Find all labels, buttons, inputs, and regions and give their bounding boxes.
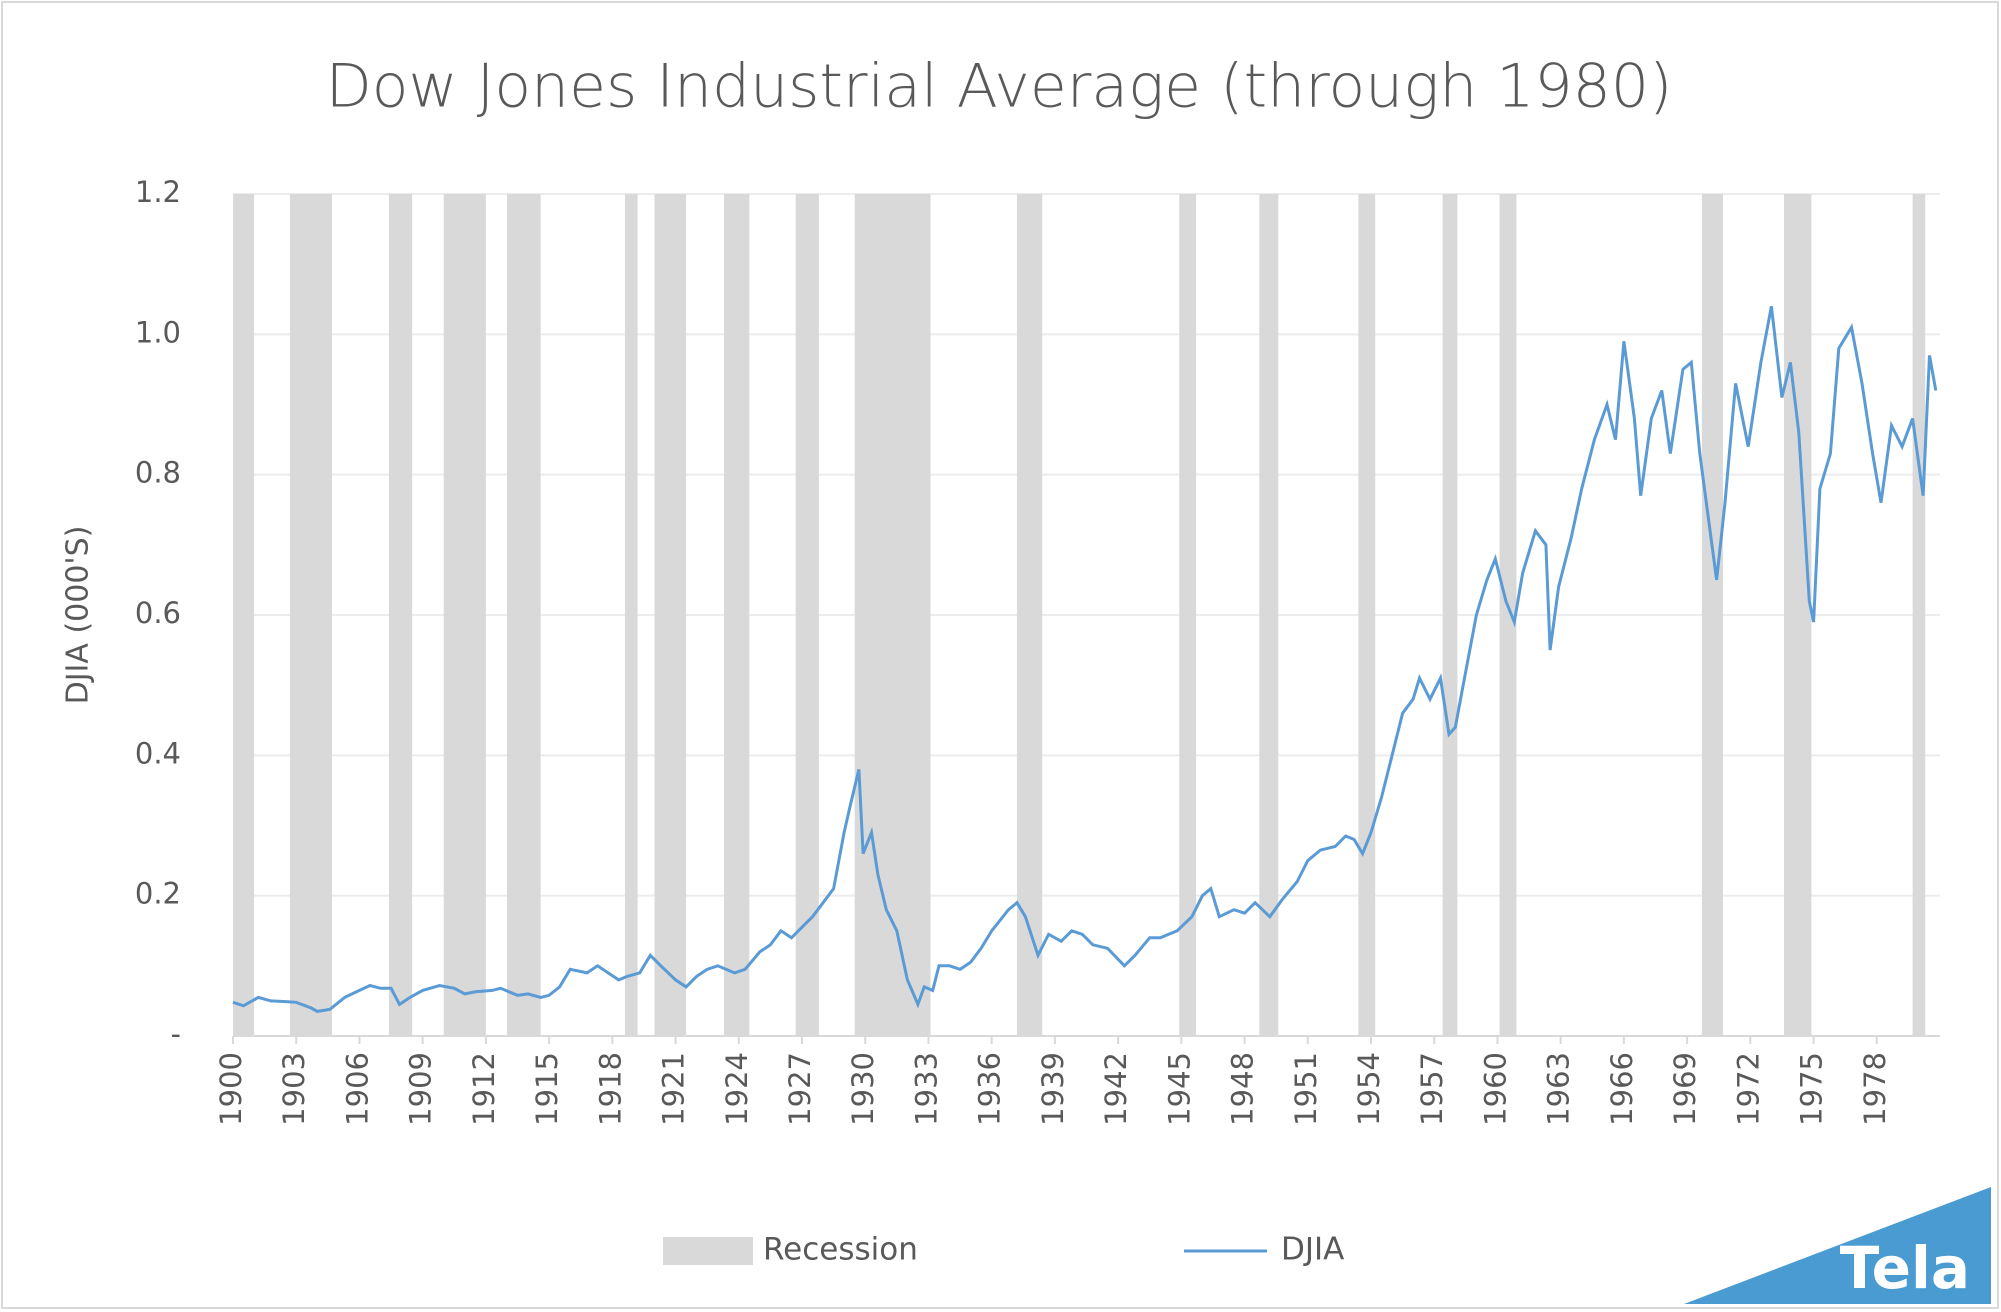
x-tick-label: 1951 — [1289, 1052, 1323, 1126]
x-tick-label: 1921 — [657, 1052, 691, 1126]
recession-band — [1179, 194, 1197, 1036]
recession-band — [624, 194, 638, 1036]
chart-title: Dow Jones Industrial Average (through 19… — [326, 52, 1673, 122]
x-tick-label: 1963 — [1542, 1052, 1576, 1126]
recession-band — [795, 194, 819, 1036]
recession-band — [233, 194, 255, 1036]
x-tick-label: 1945 — [1162, 1052, 1196, 1126]
y-tick-label: - — [171, 1017, 181, 1051]
recession-band — [1499, 194, 1517, 1036]
x-tick-label: 1966 — [1605, 1052, 1639, 1126]
x-tick-label: 1918 — [593, 1052, 627, 1126]
x-tick-label: 1903 — [277, 1052, 311, 1126]
x-tick-label: 1954 — [1352, 1052, 1386, 1126]
recession-band — [1016, 194, 1043, 1036]
recession-band — [1259, 194, 1279, 1036]
x-tick-label: 1978 — [1858, 1052, 1892, 1126]
x-tick-label: 1960 — [1478, 1052, 1512, 1126]
y-tick-label: 0.2 — [135, 877, 181, 911]
x-tick-label: 1975 — [1795, 1052, 1829, 1126]
logo-triangle — [1684, 1187, 1991, 1304]
x-tick-label: 1924 — [720, 1052, 754, 1126]
recession-band — [1784, 194, 1812, 1036]
recession-band — [289, 194, 333, 1036]
x-tick-label: 1912 — [467, 1052, 501, 1126]
y-tick-label: 1.0 — [135, 315, 181, 349]
recession-band — [1442, 194, 1458, 1036]
recession-band — [443, 194, 486, 1036]
legend-label: Recession — [763, 1232, 918, 1268]
djia-line — [232, 306, 1938, 1013]
recession-band — [1358, 194, 1376, 1036]
x-tick-label: 1957 — [1415, 1052, 1449, 1126]
x-tick-label: 1927 — [783, 1052, 817, 1126]
x-tick-label: 1933 — [909, 1052, 943, 1126]
x-tick-label: 1969 — [1668, 1052, 1702, 1126]
x-tick-label: 1942 — [1099, 1052, 1133, 1126]
y-axis-title: DJIA (000'S) — [61, 526, 96, 705]
recession-band — [388, 194, 413, 1036]
y-tick-label: 0.6 — [135, 596, 181, 630]
y-tick-label: 0.8 — [135, 456, 181, 490]
recession-band — [654, 194, 687, 1036]
recession-band — [724, 194, 750, 1036]
x-tick-label: 1900 — [214, 1052, 248, 1126]
recession-band — [506, 194, 541, 1036]
x-tick-label: 1972 — [1731, 1052, 1765, 1126]
x-tick-label: 1948 — [1226, 1052, 1260, 1126]
legend-swatch — [663, 1237, 753, 1265]
x-tick-label: 1906 — [340, 1052, 374, 1126]
recession-band — [1912, 194, 1926, 1036]
recession-band — [854, 194, 931, 1036]
x-tick-label: 1936 — [973, 1052, 1007, 1126]
y-tick-label: 0.4 — [135, 736, 181, 770]
legend-label: DJIA — [1281, 1232, 1344, 1268]
x-tick-label: 1930 — [846, 1052, 880, 1126]
x-tick-label: 1915 — [530, 1052, 564, 1126]
x-tick-label: 1939 — [1036, 1052, 1070, 1126]
recession-band — [1701, 194, 1723, 1036]
y-tick-label: 1.2 — [135, 175, 181, 209]
x-tick-label: 1909 — [404, 1052, 438, 1126]
logo-text: Tela — [1840, 1234, 1970, 1302]
